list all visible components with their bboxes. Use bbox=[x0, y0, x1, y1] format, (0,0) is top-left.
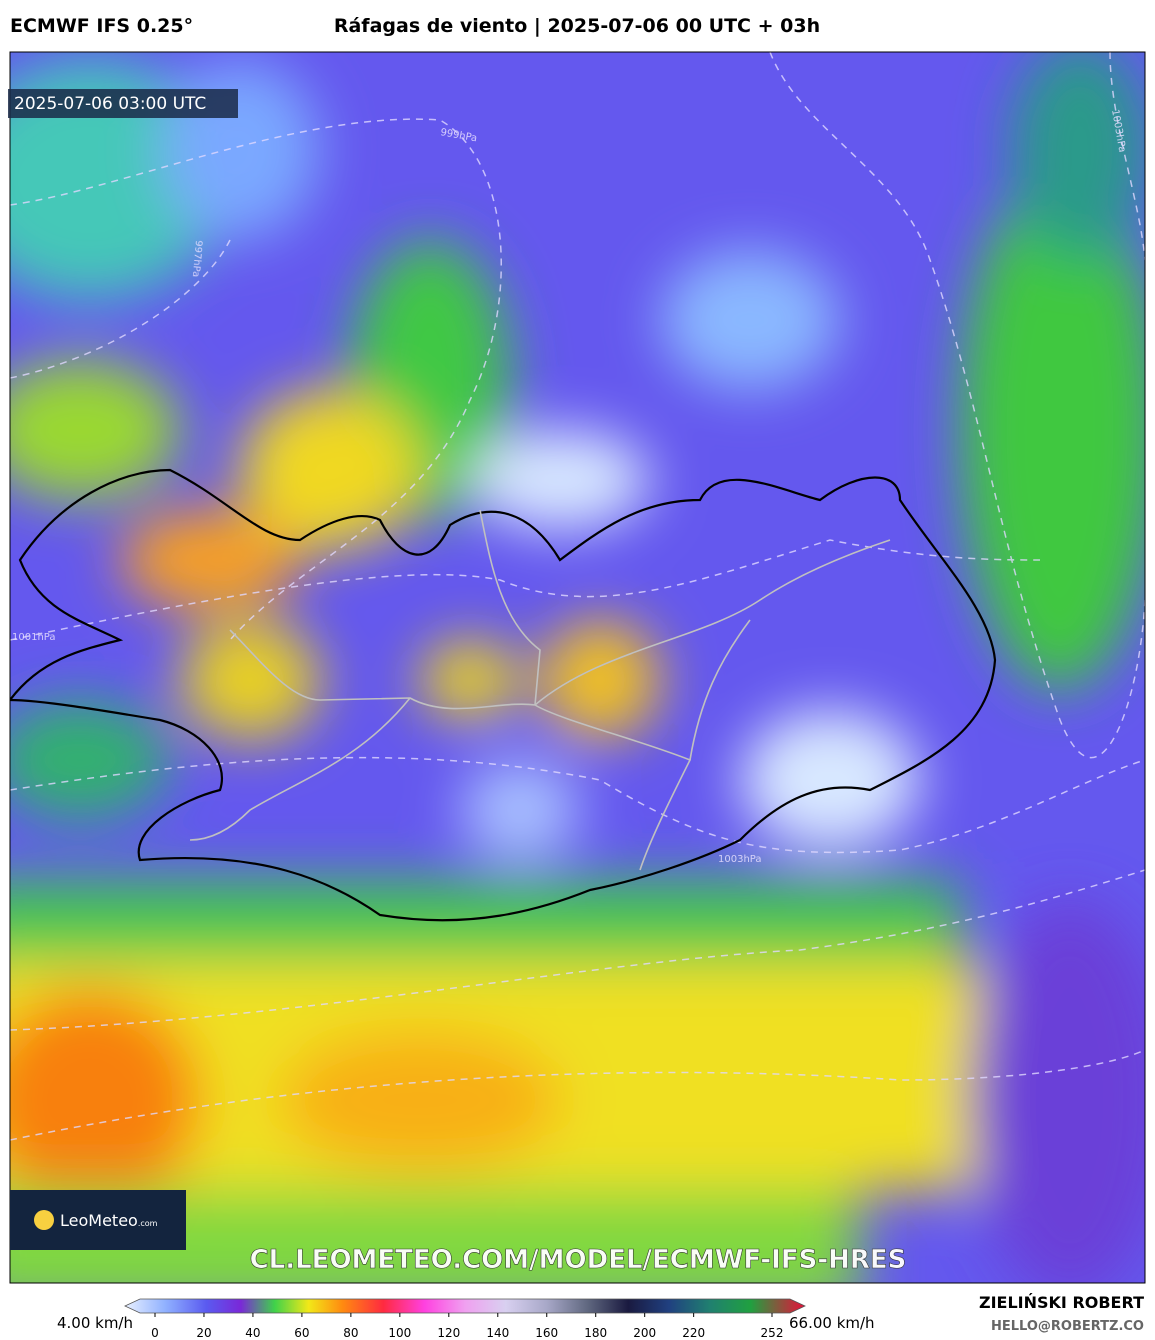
colorbar-tick-label: 180 bbox=[584, 1326, 607, 1340]
email: HELLO@ROBERTZ.CO bbox=[991, 1319, 1144, 1334]
colorbar-tick-label: 100 bbox=[388, 1326, 411, 1340]
colorbar-tick-label: 160 bbox=[535, 1326, 558, 1340]
timestamp: 2025-07-06 03:00 UTC bbox=[14, 94, 206, 114]
road-lines bbox=[189, 509, 891, 871]
colorbar-tick-label: 120 bbox=[437, 1326, 460, 1340]
map-title: Ráfagas de viento | 2025-07-06 00 UTC + … bbox=[334, 15, 820, 37]
colorbar-tick-label: 0 bbox=[151, 1326, 159, 1340]
colorbar-tick-label: 40 bbox=[245, 1326, 260, 1340]
logo-sun bbox=[34, 1210, 54, 1230]
isobar-label: 1001hPa bbox=[12, 632, 56, 643]
colorbar-tick-label: 80 bbox=[343, 1326, 358, 1340]
watermark: CL.LEOMETEO.COM/MODEL/ECMWF-IFS-HRES bbox=[250, 1245, 907, 1275]
author: ZIELIŃSKI ROBERT bbox=[979, 1293, 1144, 1312]
coastline bbox=[10, 468, 997, 922]
model-label: ECMWF IFS 0.25° bbox=[10, 15, 193, 37]
timestamp-box bbox=[8, 89, 238, 118]
colorbar-min: 4.00 km/h bbox=[57, 1314, 133, 1332]
map-frame bbox=[9, 51, 1146, 1284]
colorbar-tick-label: 140 bbox=[486, 1326, 509, 1340]
isobar-label: 997hPa bbox=[190, 240, 204, 278]
colorbar-tick-label: 20 bbox=[196, 1326, 211, 1340]
colorbar-tick-label: 252 bbox=[761, 1326, 784, 1340]
colorbar-tick-label: 220 bbox=[682, 1326, 705, 1340]
wind-field bbox=[10, 52, 1145, 1283]
colorbar-max: 66.00 km/h bbox=[789, 1314, 875, 1332]
colorbar bbox=[124, 1298, 806, 1314]
colorbar-tick-label: 60 bbox=[294, 1326, 309, 1340]
isobar-label: 1003hPa bbox=[718, 854, 762, 865]
logo-text: LeoMeteo.com bbox=[60, 1211, 158, 1230]
colorbar-tick-label: 200 bbox=[633, 1326, 656, 1340]
